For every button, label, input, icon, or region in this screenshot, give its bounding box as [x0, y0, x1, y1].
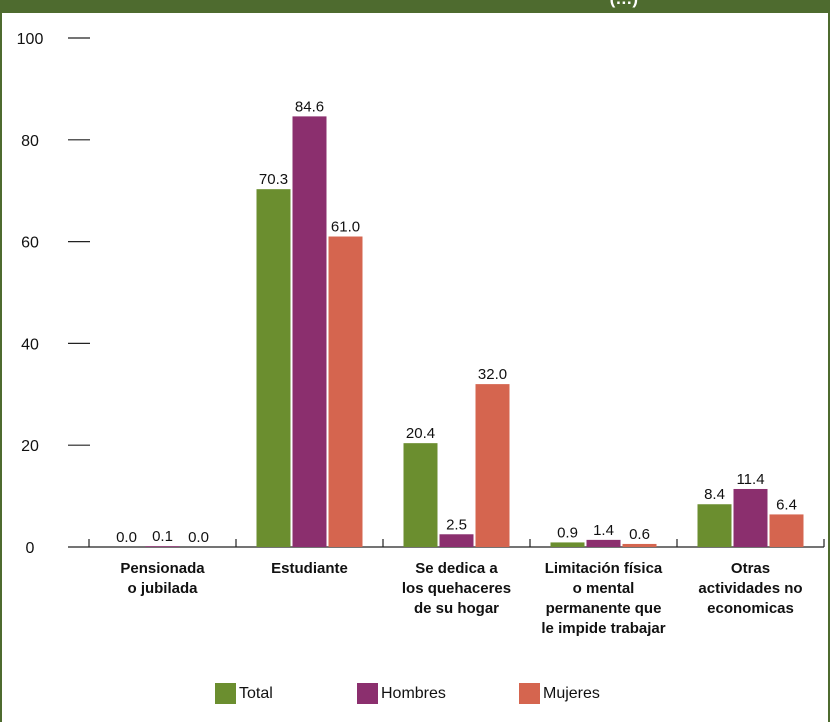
bar-total [403, 443, 438, 547]
bar-mujeres [769, 514, 804, 547]
legend-item-total: Total [215, 683, 273, 704]
data-label: 61.0 [331, 219, 360, 236]
title-bar: (…) [2, 0, 828, 13]
bar-hombres [439, 534, 474, 547]
legend-item-mujeres: Mujeres [519, 683, 600, 704]
y-tick-label: 100 [17, 31, 44, 48]
y-tick-label: 80 [21, 133, 39, 150]
legend-swatch [357, 683, 378, 704]
y-tick-label: 60 [21, 235, 39, 252]
data-label: 8.4 [704, 486, 725, 503]
data-label: 0.9 [557, 524, 578, 541]
x-tick-label: Se dedica a los quehaceres de su hogar [402, 560, 511, 617]
data-label: 2.5 [446, 516, 467, 533]
y-tick-label: 0 [26, 540, 35, 557]
bar-hombres [586, 539, 621, 547]
x-tick-label: Estudiante [271, 560, 348, 577]
data-label: 84.6 [295, 98, 324, 115]
x-tick-label: Limitación física o mental permanente que l… [541, 560, 665, 637]
data-label: 0.0 [188, 529, 209, 546]
y-tick-label: 20 [21, 438, 39, 455]
bar-hombres [145, 546, 180, 547]
bar-total [550, 542, 585, 547]
y-tick-label: 40 [21, 336, 39, 353]
bar-mujeres [475, 384, 510, 547]
data-label: 32.0 [478, 366, 507, 383]
legend: Total Hombres Mujeres [2, 683, 828, 707]
bar-hombres [292, 116, 327, 548]
legend-label: Hombres [381, 684, 446, 702]
bar-hombres [733, 488, 768, 547]
legend-label: Mujeres [543, 684, 600, 702]
bar-total [697, 504, 732, 547]
data-label: 0.0 [116, 529, 137, 546]
bar-mujeres [622, 543, 657, 547]
data-label: 70.3 [259, 171, 288, 188]
bar-mujeres [328, 236, 363, 547]
x-tick-label: Pensionada o jubilada [120, 560, 205, 597]
chart-title-fragment: (…) [610, 0, 638, 9]
legend-item-hombres: Hombres [357, 683, 446, 704]
x-tick-label: Otras actividades no economicas [698, 560, 802, 617]
data-label: 0.6 [629, 526, 650, 543]
data-label: 6.4 [776, 496, 797, 513]
data-label: 11.4 [736, 471, 764, 488]
legend-label: Total [239, 684, 273, 702]
legend-swatch [519, 683, 540, 704]
data-label: 0.1 [152, 528, 173, 545]
bar-total [256, 189, 291, 547]
legend-swatch [215, 683, 236, 704]
data-label: 20.4 [406, 425, 435, 442]
data-label: 1.4 [593, 522, 614, 539]
